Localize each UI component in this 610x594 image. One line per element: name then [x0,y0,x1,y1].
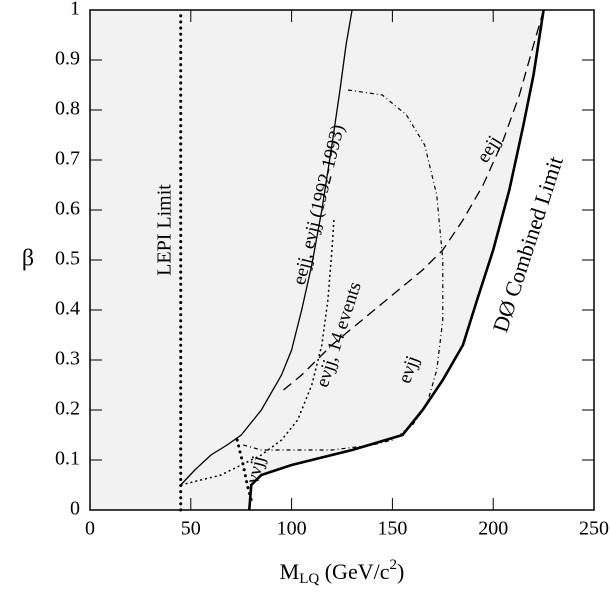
curve [180,219,335,486]
x-label-part: ) [397,559,404,584]
x-label-part: 2 [389,557,397,573]
x-tick-label: 50 [181,518,201,540]
x-label-part: M [280,559,300,584]
y-tick-label: 0.4 [55,298,80,320]
excluded-region [90,10,544,510]
x-tick-label: 200 [478,518,508,540]
x-tick-label: 250 [579,518,609,540]
curve [180,9,353,486]
y-axis-label: β [22,246,34,272]
x-tick-label: 150 [377,518,407,540]
y-tick-label: 0.8 [55,98,80,120]
x-tick-label: 100 [277,518,307,540]
y-tick-label: 0.5 [55,248,80,270]
curve-label: LEPI Limit [154,184,176,276]
x-label-part: (GeV/c [319,559,389,584]
y-tick-label: 1 [70,0,80,20]
curve [243,89,444,451]
y-tick-label: 0.6 [55,198,80,220]
y-tick-label: 0.1 [55,448,80,470]
curve [247,9,545,511]
y-tick-label: 0.3 [55,348,80,370]
plot-frame [89,9,595,511]
y-tick-label: 0.7 [55,148,80,170]
y-tick-label: 0.2 [55,398,80,420]
y-tick-label: 0 [70,498,80,520]
x-axis-label: MLQ (GeV/c2) [280,557,405,587]
curve [235,438,253,502]
x-tick-label: 0 [85,518,95,540]
x-label-part: LQ [299,571,319,587]
curve [283,9,545,391]
y-tick-label: 0.9 [55,48,80,70]
